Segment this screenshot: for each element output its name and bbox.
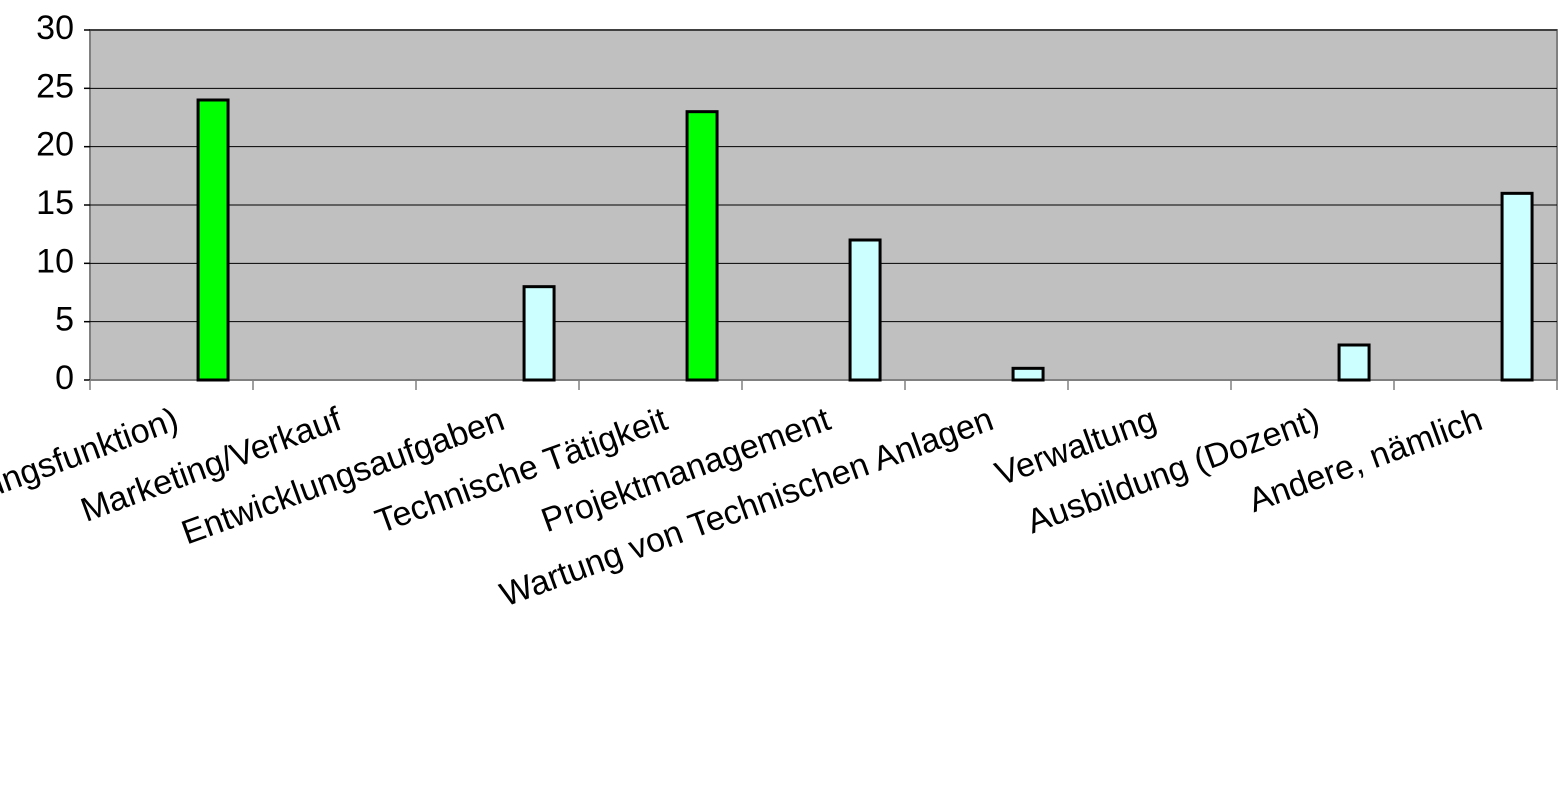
y-tick-label: 5 [55,301,74,339]
y-tick-label: 30 [36,9,74,47]
bar [1011,366,1045,382]
y-tick-label: 0 [55,359,74,397]
bar [1500,191,1534,382]
bar [522,285,556,382]
y-tick-label: 25 [36,67,74,105]
y-tick-label: 20 [36,126,74,164]
bar [196,98,230,382]
bar [685,110,719,382]
y-tick-label: 10 [36,242,74,280]
bar [848,238,882,382]
y-tick-label: 15 [36,184,74,222]
bar [1337,343,1371,382]
